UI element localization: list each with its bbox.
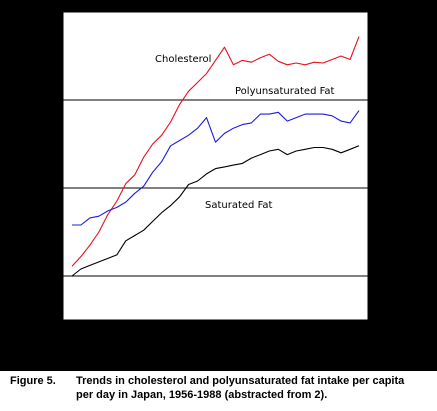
y-right-tick-label-15: 15 [376,96,389,107]
y-left-tick-label-300: 300 [39,184,58,195]
y-left-tick-labels: 200 300 400 500 [39,8,58,283]
y-right-tick-label-10: 10 [376,184,389,195]
y-right-axis-title: Fatty Acid Intake (g) [401,70,417,211]
x-tick-label-1956: 1956 [59,328,84,339]
caption-line-1: Trends in cholesterol and polyunsaturate… [76,375,405,387]
y-left-tick-label-200: 200 [39,272,58,283]
x-tick-labels: 1956 1965 1975 1985 [59,328,345,339]
gridlines [63,99,368,277]
annotation-cholesterol: Cholesterol [155,54,211,65]
x-tick-label-1975: 1975 [230,328,255,339]
figure-caption: Figure 5. Trends in cholesterol and polyu… [10,374,430,402]
y-left-axis-title: Cholesterol Intake (mg) [8,84,24,249]
series-annotations: Cholesterol Polyunsaturated Fat Saturate… [155,54,335,211]
y-right-tick-labels: 5 10 15 20 [376,8,389,283]
plot-border [62,11,369,321]
plot-area [63,12,368,320]
annotation-saturated: Saturated Fat [205,200,273,211]
series-line-cholesterol [71,36,360,267]
annotation-polyunsaturated: Polyunsaturated Fat [235,86,335,97]
caption-label: Figure 5. [10,375,56,387]
y-right-tick-label-20: 20 [376,8,389,19]
y-left-tick-label-500: 500 [39,8,58,19]
series-line-polyunsaturated [72,110,360,226]
chart-frame: Cholesterol Polyunsaturated Fat Saturate… [0,0,437,371]
y-right-tick-label-5: 5 [376,272,382,283]
caption-line-2: per day in Japan, 1956-1988 (abstracted … [76,389,328,401]
chart-svg: Cholesterol Polyunsaturated Fat Saturate… [8,8,417,363]
x-axis-title: Year [200,348,229,363]
series-line-saturated [71,145,360,277]
y-left-tick-label-400: 400 [39,96,58,107]
x-tick-label-1965: 1965 [140,328,165,339]
series-lines [71,36,360,277]
x-tick-label-1985: 1985 [319,328,344,339]
